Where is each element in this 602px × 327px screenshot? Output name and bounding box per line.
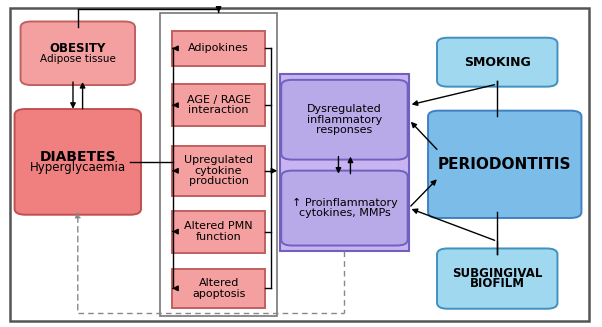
Text: SUBGINGIVAL: SUBGINGIVAL [452, 267, 542, 280]
Bar [280, 74, 409, 251]
Text: SMOKING: SMOKING [464, 56, 530, 69]
Text: cytokine: cytokine [195, 166, 243, 176]
Bar [172, 146, 265, 196]
Text: production: production [188, 176, 249, 186]
Bar [172, 269, 265, 308]
Text: DIABETES: DIABETES [40, 150, 116, 164]
Text: Adipokines: Adipokines [188, 43, 249, 53]
Text: AGE / RAGE: AGE / RAGE [187, 95, 250, 105]
Text: PERIODONTITIS: PERIODONTITIS [438, 157, 571, 172]
Bar [160, 13, 277, 316]
Text: Hyperglycaemia: Hyperglycaemia [29, 161, 126, 174]
FancyBboxPatch shape [281, 171, 408, 246]
Text: interaction: interaction [188, 105, 249, 115]
Text: Dysregulated: Dysregulated [307, 104, 382, 114]
Text: function: function [196, 232, 241, 242]
Text: Adipose tissue: Adipose tissue [40, 54, 116, 63]
Text: responses: responses [316, 125, 373, 135]
Bar [172, 84, 265, 126]
FancyBboxPatch shape [437, 249, 557, 309]
Text: Altered PMN: Altered PMN [184, 221, 253, 231]
FancyBboxPatch shape [14, 109, 141, 215]
FancyBboxPatch shape [428, 111, 582, 218]
FancyBboxPatch shape [281, 80, 408, 160]
Text: cytokines, MMPs: cytokines, MMPs [299, 208, 390, 218]
Text: ↑ Proinflammatory: ↑ Proinflammatory [291, 198, 397, 208]
Bar [172, 211, 265, 253]
FancyBboxPatch shape [20, 22, 135, 85]
Text: Altered: Altered [199, 278, 239, 288]
Text: OBESITY: OBESITY [49, 42, 106, 55]
FancyBboxPatch shape [437, 38, 557, 87]
Text: Upregulated: Upregulated [184, 155, 253, 165]
Text: BIOFILM: BIOFILM [470, 277, 525, 290]
Bar [172, 30, 265, 66]
Text: inflammatory: inflammatory [307, 115, 382, 125]
Text: apoptosis: apoptosis [192, 289, 245, 299]
